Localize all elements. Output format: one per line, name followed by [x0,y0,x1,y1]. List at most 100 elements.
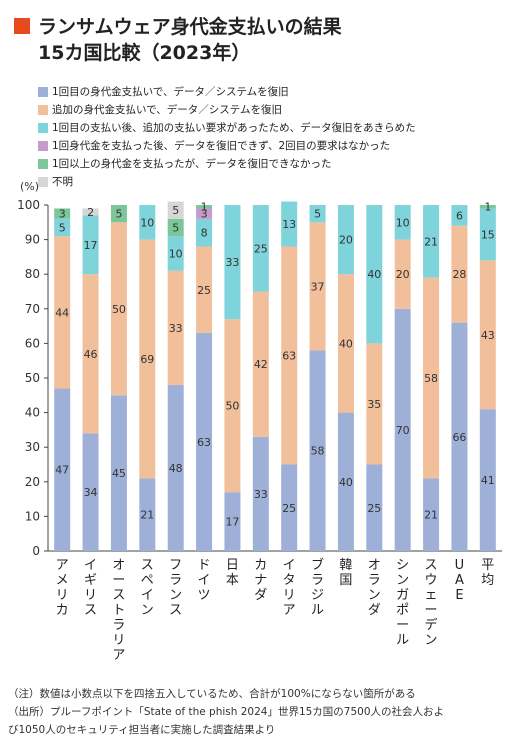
bar-segment [252,436,269,551]
legend-swatch [38,105,48,115]
category-label-char: ツ [198,588,211,603]
bar-segment [224,492,241,551]
category-label-char: デ [425,617,438,633]
bar-segment [394,308,411,551]
legend-swatch [38,177,48,187]
bar-segment [196,208,213,219]
legend-swatch [38,159,48,169]
category-label-char: 日 [226,558,239,573]
legend-swatch [38,87,48,97]
legend-swatch [38,123,48,133]
legend-label: 1回目の身代金支払いで、データ／システムを復旧 [52,86,289,98]
category-label-char: ー [425,603,438,618]
data-label: 1 [484,201,491,214]
data-label: 3 [59,208,66,221]
y-tick-label: 0 [32,544,40,558]
data-label: 10 [169,247,183,260]
bar-segment [54,388,71,551]
data-label: 5 [172,221,179,234]
bar-segment [366,343,383,465]
category-label-char: ラ [112,618,125,633]
data-label: 35 [367,398,381,411]
category-label-char: イ [283,558,296,573]
category-label-char: ア [112,648,125,663]
category-label-char: 本 [226,573,239,588]
data-label: 1 [201,201,208,214]
bar-segment [82,274,99,434]
data-label: 3 [201,208,208,221]
data-label: 58 [311,445,325,458]
data-label: 5 [172,204,179,217]
bar-segment [139,478,156,551]
data-label: 43 [481,329,495,342]
bar-segment [139,205,156,240]
bar-segment [451,322,468,551]
category-label-char: イ [198,573,211,588]
category-label-char: ン [141,603,154,618]
data-label: 21 [424,235,438,248]
bar-segment [167,270,184,385]
title-marker-square [14,18,30,34]
data-label: 34 [84,486,98,499]
data-label: 33 [169,322,183,335]
category-label-char: カ [254,558,267,573]
stacked-bar-chart: (%)0102030405060708090100474453アメリカ34461… [17,180,502,663]
category-label-char: ギ [84,573,97,588]
bar-segment [139,239,156,479]
category-label-char: オ [112,558,125,573]
y-tick-label: 10 [25,509,40,523]
data-label: 8 [201,227,208,240]
bar-segment [167,384,184,551]
category-label-char: A [455,573,464,588]
category-label-char: E [455,588,463,603]
bar-segment [110,222,127,396]
bar-segment [54,218,71,237]
data-label: 10 [140,216,154,229]
data-label: 25 [367,502,381,515]
category-label-char: ス [141,558,154,573]
data-label: 20 [396,268,410,281]
category-label-char: フ [169,558,182,573]
bar-segment [54,208,71,219]
footnote-source-1: （出所）プルーフポイント「State of the phish 2024」世界1… [8,706,445,718]
bar-segment [337,205,354,275]
data-label: 48 [169,462,183,475]
data-label: 66 [452,431,466,444]
category-label-char: ラ [311,573,324,588]
legend-label: 不明 [52,176,73,188]
category-label-char: タ [283,573,296,588]
data-label: 50 [112,303,126,316]
data-label: 47 [55,464,69,477]
category-label-char: シ [396,558,409,573]
legend-label: 1回身代金を支払った後、データを復旧できず、2回目の要求はなかった [52,140,391,152]
data-label: 33 [225,256,239,269]
category-label-char: ル [396,633,409,648]
category-label-char: ア [56,558,69,573]
bar-segment [110,395,127,551]
data-label: 5 [115,208,122,221]
data-label: 15 [481,228,495,241]
data-label: 63 [197,436,211,449]
data-label: 41 [481,474,495,487]
category-label-char: ラ [368,573,381,588]
bar-segment [281,201,298,247]
data-label: 46 [84,348,98,361]
category-label-char: ア [283,603,296,618]
category-label-char: ン [169,588,182,603]
y-axis-unit: (%) [20,180,39,193]
legend-label: 1回目の支払い後、追加の支払い要求があったため、データ復旧をあきらめた [52,122,416,134]
bar-segment [394,205,411,240]
data-label: 28 [452,268,466,281]
bar-segment [337,412,354,551]
data-label: 5 [314,208,321,221]
bar-segment [423,478,440,551]
y-tick-label: 90 [25,233,40,247]
bar-segment [281,464,298,551]
bar-segment [224,205,241,320]
y-tick-label: 50 [25,371,40,385]
y-tick-label: 80 [25,267,40,281]
bar-segment [309,350,326,551]
category-label-char: ダ [368,603,381,618]
category-label-char: 国 [339,573,352,588]
